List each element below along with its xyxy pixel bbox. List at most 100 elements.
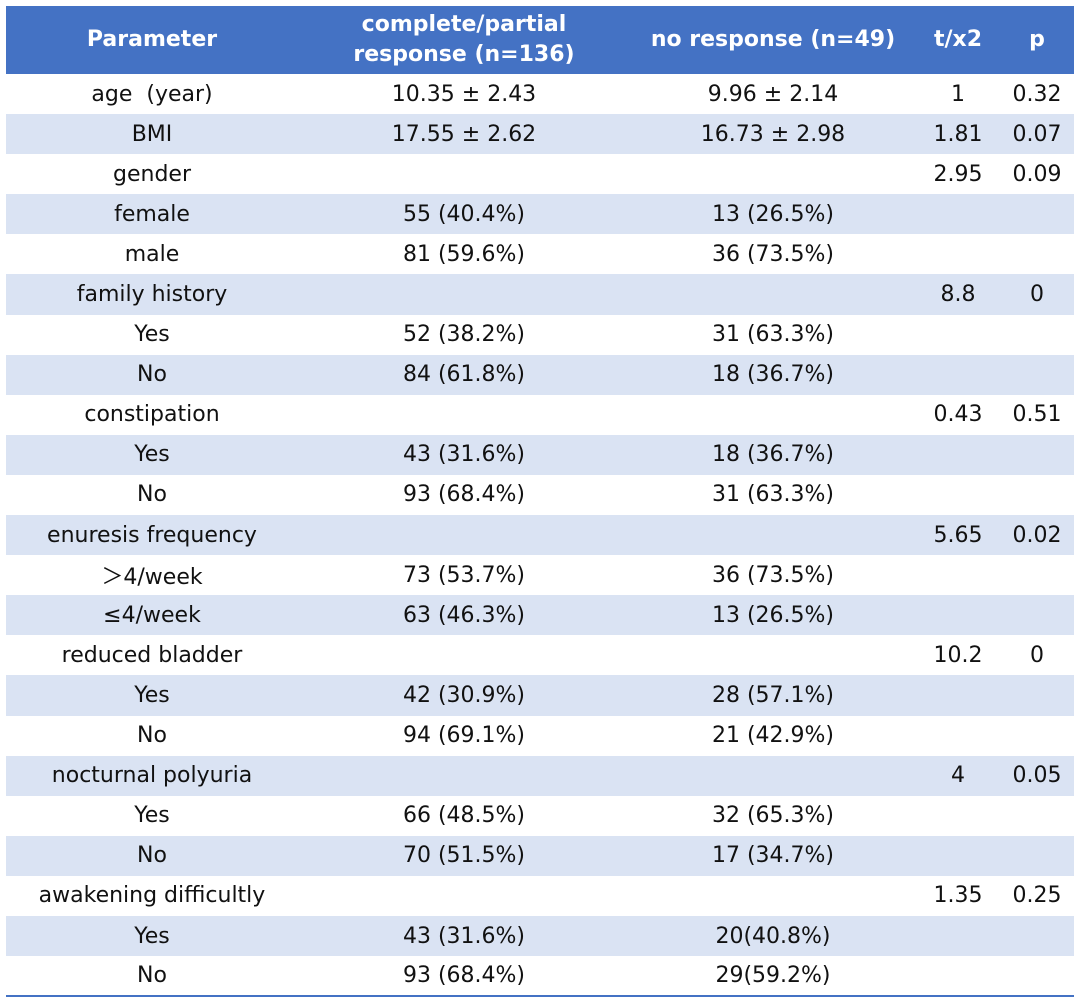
cell-group1: 17.55 ± 2.62: [391, 121, 537, 147]
table-row: No 84 (61.8%) 18 (36.7%): [6, 354, 1074, 395]
cell-stat: 10.2: [933, 642, 983, 668]
table-body: age (year) 10.35 ± 2.43 9.96 ± 2.14 1 0.32 BM…: [6, 74, 1074, 998]
cell-group1: 81 (59.6%): [402, 241, 526, 267]
cell-p: 0.51: [1012, 402, 1062, 428]
cell-parameter: awakening difficultly: [38, 883, 266, 909]
table-row: Yes 42 (30.9%) 28 (57.1%): [6, 675, 1074, 716]
cell-parameter: reduced bladder: [61, 642, 243, 668]
cell-group2: [630, 635, 916, 675]
cell-p: [1000, 836, 1074, 876]
cell-group1: [298, 876, 630, 916]
cell-parameter: enuresis frequency: [47, 522, 257, 548]
table-row: ＞4/week 73 (53.7%) 36 (73.5%): [6, 555, 1074, 596]
cell-group1: 63 (46.3%): [402, 602, 526, 628]
cell-group1: 55 (40.4%): [402, 201, 526, 227]
cell-parameter: Yes: [134, 803, 170, 829]
table-row: Yes 43 (31.6%) 18 (36.7%): [6, 434, 1074, 475]
cell-p: [1000, 595, 1074, 635]
table-row: gender 2.95 0.09: [6, 154, 1074, 195]
cell-group2: 17 (34.7%): [711, 843, 835, 869]
table-row: Yes 52 (38.2%) 31 (63.3%): [6, 314, 1074, 355]
cell-p: 0: [1030, 282, 1044, 308]
cell-p: [1000, 555, 1074, 595]
cell-group1: [298, 515, 630, 555]
cell-p: [1000, 716, 1074, 756]
table-row: male 81 (59.6%) 36 (73.5%): [6, 234, 1074, 275]
cell-p: [1000, 435, 1074, 475]
cell-stat: [916, 675, 1000, 715]
cell-group2: 13 (26.5%): [711, 602, 835, 628]
cell-group2: [630, 876, 916, 916]
cell-p: 0.09: [1012, 161, 1062, 187]
cell-group2: 28 (57.1%): [711, 682, 835, 708]
cell-group2: 21 (42.9%): [711, 723, 835, 749]
cell-parameter: Yes: [134, 923, 170, 949]
cell-stat: 0.43: [933, 402, 983, 428]
cell-parameter: female: [114, 201, 190, 227]
cell-stat: [916, 194, 1000, 234]
cell-stat: 1.35: [933, 883, 983, 909]
cell-group1: [298, 395, 630, 435]
cell-group2: 13 (26.5%): [711, 201, 835, 227]
cell-stat: [916, 555, 1000, 595]
cell-group2: 9.96 ± 2.14: [707, 81, 839, 107]
cell-stat: [916, 796, 1000, 836]
cell-stat: [916, 916, 1000, 956]
cell-group1: 43 (31.6%): [402, 442, 526, 468]
cell-group2: 36 (73.5%): [711, 241, 835, 267]
cell-group1: 94 (69.1%): [402, 723, 526, 749]
cell-parameter: No: [137, 482, 167, 508]
table-row: No 70 (51.5%) 17 (34.7%): [6, 835, 1074, 876]
table-row: awakening difficultly 1.35 0.25: [6, 875, 1074, 916]
cell-stat: 2.95: [933, 161, 983, 187]
cell-p: 0.07: [1012, 121, 1062, 147]
cell-group1: 43 (31.6%): [402, 923, 526, 949]
cell-stat: [916, 475, 1000, 515]
table-header: Parameter complete/partial response (n=1…: [6, 6, 1074, 74]
cell-parameter: age (year): [91, 81, 213, 107]
cell-parameter: male: [124, 241, 180, 267]
cell-group1: 42 (30.9%): [402, 682, 526, 708]
cell-stat: [916, 234, 1000, 274]
cell-group2: [630, 515, 916, 555]
cell-group2: 18 (36.7%): [711, 362, 835, 388]
cell-p: [1000, 475, 1074, 515]
cell-stat: [916, 836, 1000, 876]
cell-parameter: No: [137, 843, 167, 869]
cell-stat: 1: [951, 81, 965, 107]
cell-p: [1000, 355, 1074, 395]
cell-parameter: family history: [76, 282, 228, 308]
table-row: No 94 (69.1%) 21 (42.9%): [6, 715, 1074, 756]
table-row: BMI 17.55 ± 2.62 16.73 ± 2.98 1.81 0.07: [6, 114, 1074, 155]
cell-group2: 36 (73.5%): [711, 562, 835, 588]
cell-group2: [630, 274, 916, 314]
cell-parameter: constipation: [84, 402, 220, 428]
cell-stat: [916, 595, 1000, 635]
cell-p: 0.05: [1012, 763, 1062, 789]
cell-group2: 16.73 ± 2.98: [700, 121, 846, 147]
cell-stat: 5.65: [933, 522, 983, 548]
header-parameter: Parameter: [86, 27, 218, 52]
cell-p: [1000, 956, 1074, 998]
cell-p: [1000, 315, 1074, 355]
cell-parameter: No: [6, 956, 298, 998]
header-row: Parameter complete/partial response (n=1…: [6, 6, 1074, 74]
cell-group1: 73 (53.7%): [402, 562, 526, 588]
cell-group1: 10.35 ± 2.43: [391, 81, 537, 107]
cell-group1: 93 (68.4%): [402, 482, 526, 508]
cell-p: [1000, 675, 1074, 715]
table-row: constipation 0.43 0.51: [6, 394, 1074, 435]
cell-p: 0: [1030, 642, 1044, 668]
cell-p: [1000, 916, 1074, 956]
cell-stat: [916, 716, 1000, 756]
cell-group1: 84 (61.8%): [402, 362, 526, 388]
cell-p: 0.25: [1012, 883, 1062, 909]
cell-group1: [298, 154, 630, 194]
table-row: No 93 (68.4%) 31 (63.3%): [6, 474, 1074, 516]
cell-parameter: gender: [113, 161, 191, 187]
cell-p: [1000, 234, 1074, 274]
cell-group2: 31 (63.3%): [711, 482, 835, 508]
cell-group1: [298, 756, 630, 796]
table-row: reduced bladder 10.2 0: [6, 635, 1074, 676]
results-table-container: Parameter complete/partial response (n=1…: [6, 6, 1074, 998]
